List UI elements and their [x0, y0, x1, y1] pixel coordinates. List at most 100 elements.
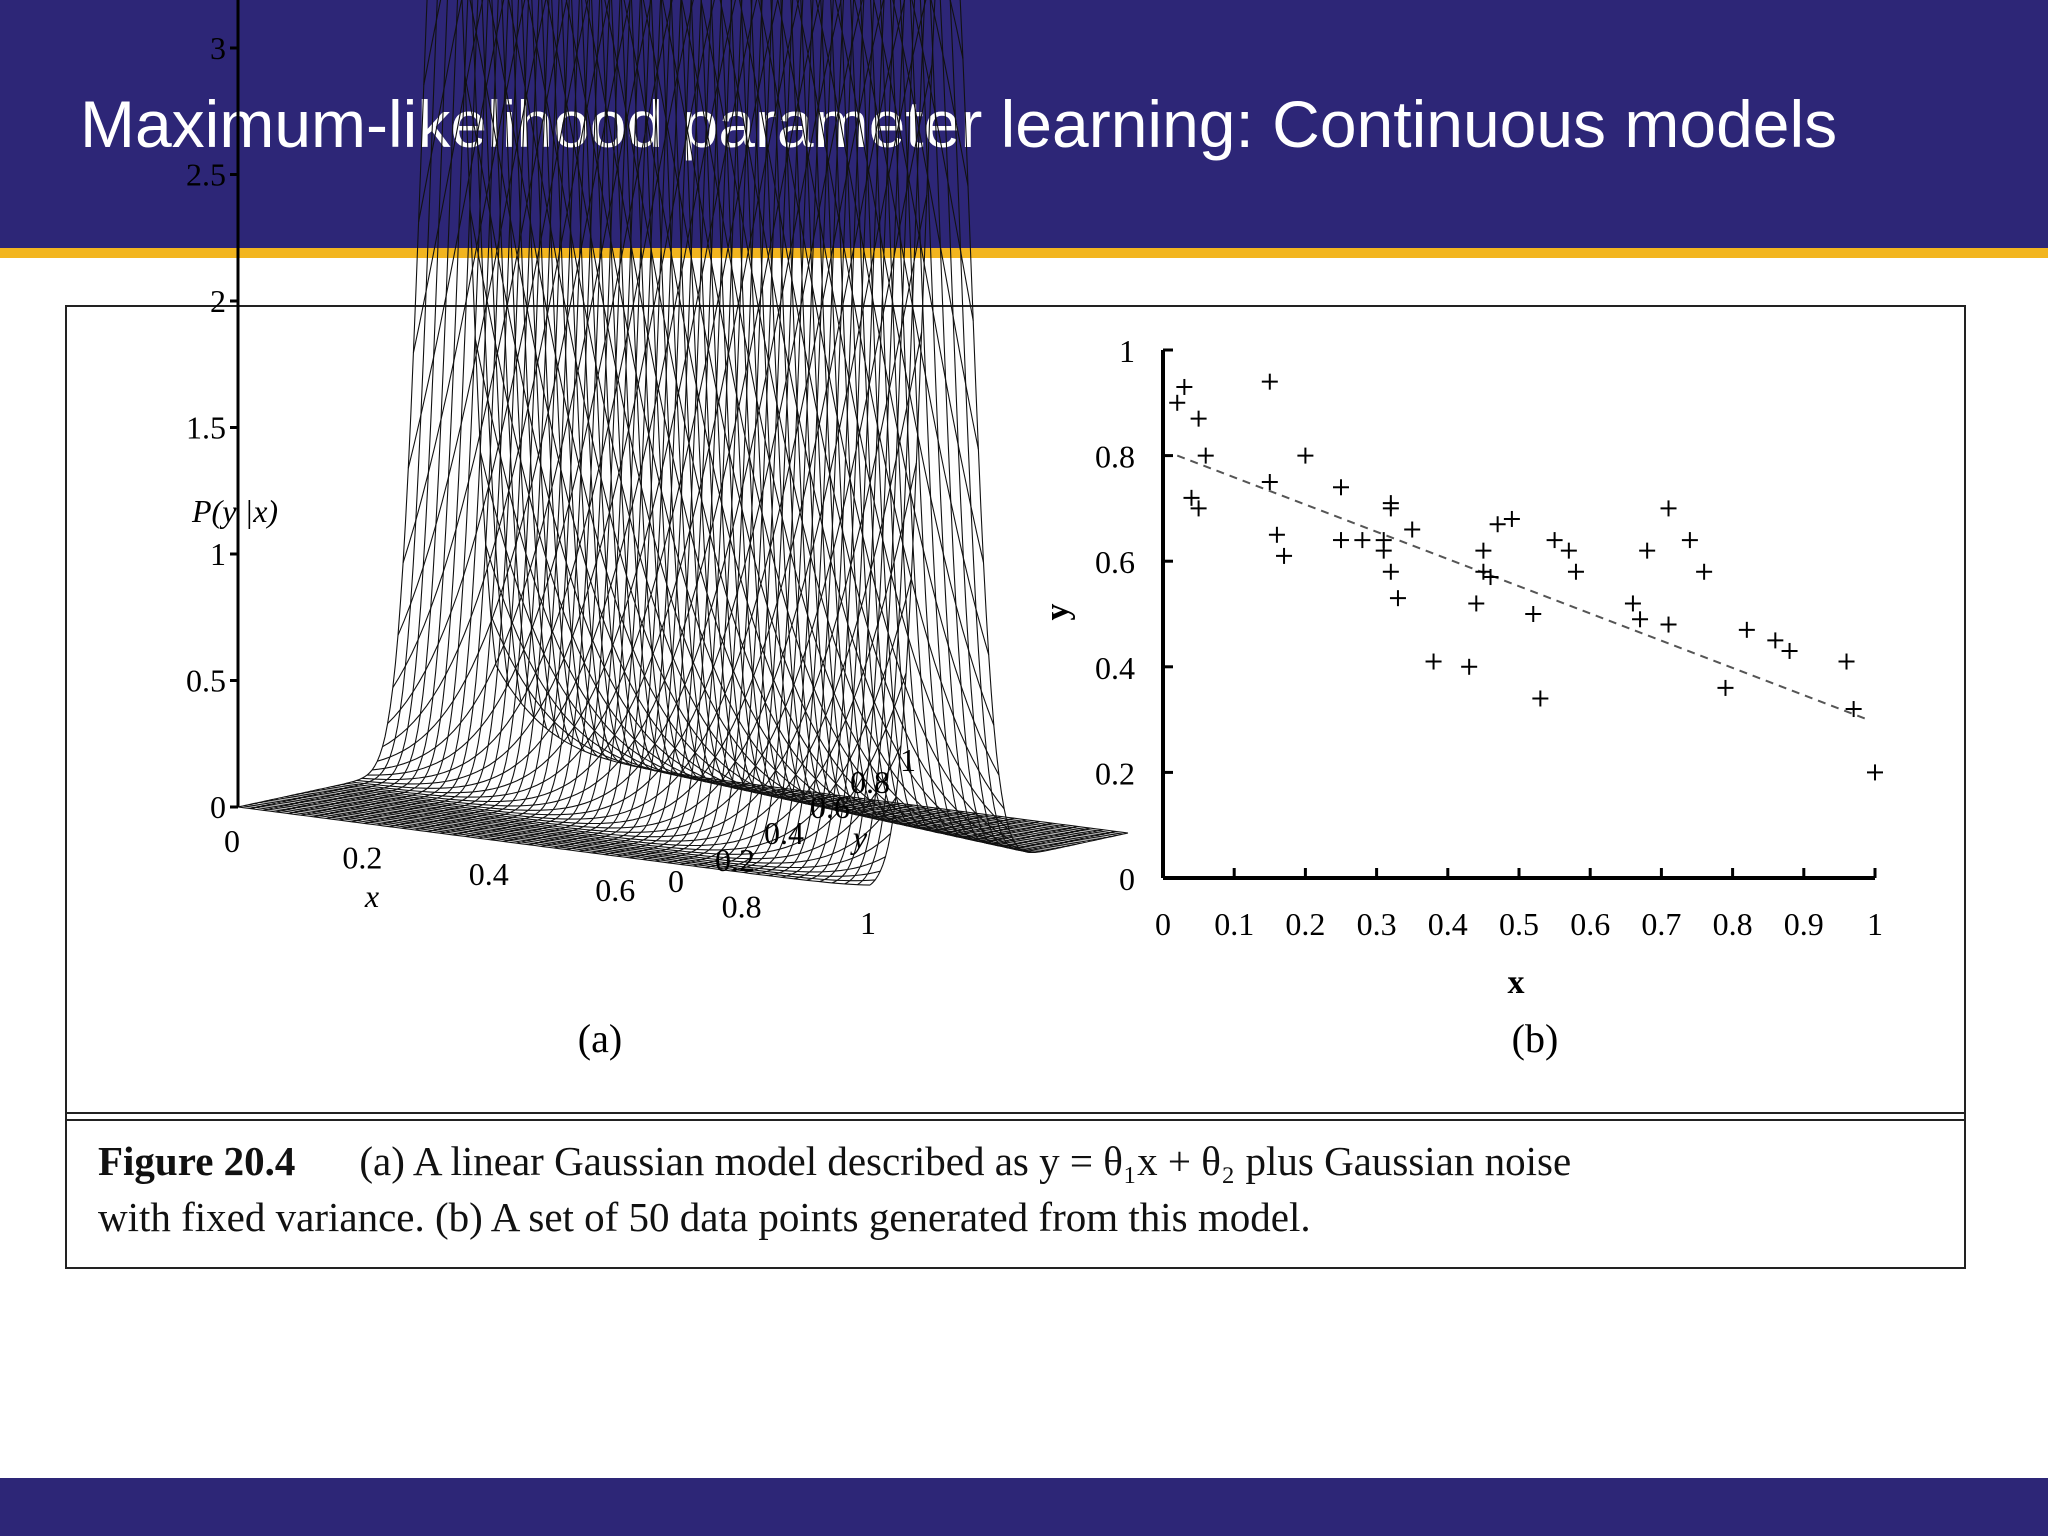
y-tick-label: 1 [1119, 333, 1135, 369]
mesh-line-y [367, 0, 1000, 776]
mesh-line-y [372, 0, 1005, 810]
mesh-line-y [315, 0, 884, 820]
data-point [1375, 542, 1392, 559]
slide-footer [0, 1478, 2048, 1536]
data-point [1268, 526, 1285, 543]
x-tick-label: 0.8 [1713, 906, 1753, 942]
y-tick-label: 0.8 [850, 764, 890, 800]
y-axis-title: y [1039, 604, 1076, 621]
x-axis-title: x [1508, 964, 1525, 1001]
data-point [1482, 569, 1499, 586]
scatter-points [1169, 373, 1883, 781]
data-point [1389, 590, 1406, 607]
mesh-line-y [341, 0, 974, 798]
mesh-line-y [361, 0, 995, 781]
y-tick-label: 0.4 [1095, 650, 1135, 686]
data-point [1425, 653, 1442, 670]
data-point [1525, 606, 1542, 622]
mesh-line-y [237, 806, 871, 886]
mesh-line-x [831, 0, 1091, 884]
mesh-line-y [305, 0, 927, 829]
mesh-line-y [469, 210, 1103, 840]
x-axis-title: x [364, 878, 379, 914]
y-tick-label: 1 [900, 742, 916, 778]
y-tick-label: 0 [668, 863, 684, 899]
mesh-line-x [743, 0, 1002, 874]
data-point [1567, 563, 1584, 580]
x-tick-label: 0.6 [595, 872, 635, 908]
data-point [1404, 521, 1421, 538]
x-tick-label: 0.4 [469, 856, 509, 892]
mesh-line-y [253, 803, 886, 873]
mesh-line-y [495, 665, 1129, 834]
mesh-line-y [299, 65, 933, 833]
mesh-line-x [794, 0, 1053, 880]
mesh-line-y [258, 801, 891, 869]
data-point [1354, 532, 1371, 549]
slide-title: Maximum-likelihood parameter learning: C… [80, 87, 1838, 161]
mesh-line-y [294, 194, 928, 838]
data-point [1297, 447, 1314, 464]
mesh-line-x [237, 0, 497, 808]
mesh-line-x [541, 0, 800, 847]
surface-plot: 00.511.522.533.5400.20.40.60.8100.20.40.… [186, 0, 1129, 941]
scatter-plot: 0 0.1 0.2 0.3 0.4 0.5 0.6 0.7 0.8 0.9 1 0 0.2 0.4 0.6 0… [1039, 333, 1883, 1001]
x-tick-label: 0.2 [342, 839, 382, 875]
mesh-line-y [243, 805, 876, 882]
mesh-line-y [351, 0, 985, 789]
z-tick-label: 3 [210, 30, 226, 66]
x-tick-label: 0.9 [1784, 906, 1824, 942]
mesh-line-y [263, 797, 897, 864]
data-point [1382, 500, 1399, 517]
data-point [1475, 542, 1492, 559]
data-point [1738, 621, 1755, 638]
mesh-line-y [479, 452, 1113, 837]
data-point [1838, 653, 1855, 670]
data-point [1845, 701, 1862, 718]
mesh-line-y [377, 0, 1010, 831]
caption-line-2: with fixed variance. (b) A set of 50 dat… [98, 1194, 1311, 1240]
data-point [1696, 563, 1713, 580]
data-point [1190, 500, 1207, 517]
mesh-line-y [469, 0, 1092, 842]
mesh-line-y [325, 0, 842, 811]
data-point [1632, 611, 1649, 628]
data-point [1333, 479, 1349, 496]
z-tick-label: 0 [210, 789, 226, 825]
data-point [1183, 489, 1200, 506]
data-point [1382, 563, 1399, 580]
z-tick-label: 2.5 [186, 157, 226, 193]
data-point [1489, 516, 1506, 533]
data-point [1276, 547, 1293, 564]
surface-axes [230, 0, 240, 809]
mesh-line-x [844, 0, 1103, 885]
figure-divider [67, 1119, 1964, 1121]
data-point [1190, 410, 1207, 427]
x-tick-label: 0.4 [1428, 906, 1468, 942]
header-accent-rule [0, 248, 2048, 258]
data-point [1867, 764, 1883, 781]
y-tick-label: 0 [1119, 861, 1135, 897]
x-tick-label: 0 [224, 823, 240, 859]
data-point [1176, 378, 1193, 395]
figure-divider [67, 1112, 1964, 1114]
z-tick-label: 1 [210, 536, 226, 572]
mesh-line-y [565, 0, 1067, 847]
mesh-line-y [387, 0, 1020, 850]
y-tick-label: 0.2 [1095, 755, 1135, 791]
data-point [1717, 679, 1734, 696]
mesh-line-y [527, 0, 1077, 845]
mesh-line-y [289, 331, 923, 842]
mesh-line-y [356, 0, 990, 785]
caption-label: Figure 20.4 [98, 1138, 296, 1184]
mesh-line-y [392, 0, 1025, 853]
z-tick-label: 1.5 [186, 410, 226, 446]
data-point [1261, 474, 1278, 490]
mesh-line-y [310, 0, 906, 825]
mesh-line-y [412, 0, 1046, 852]
x-tick-label: 0.7 [1641, 906, 1681, 942]
data-point [1169, 394, 1186, 411]
data-point [1546, 532, 1563, 549]
scatter-axes [1161, 348, 1877, 880]
x-tick-label: 0.1 [1214, 906, 1254, 942]
